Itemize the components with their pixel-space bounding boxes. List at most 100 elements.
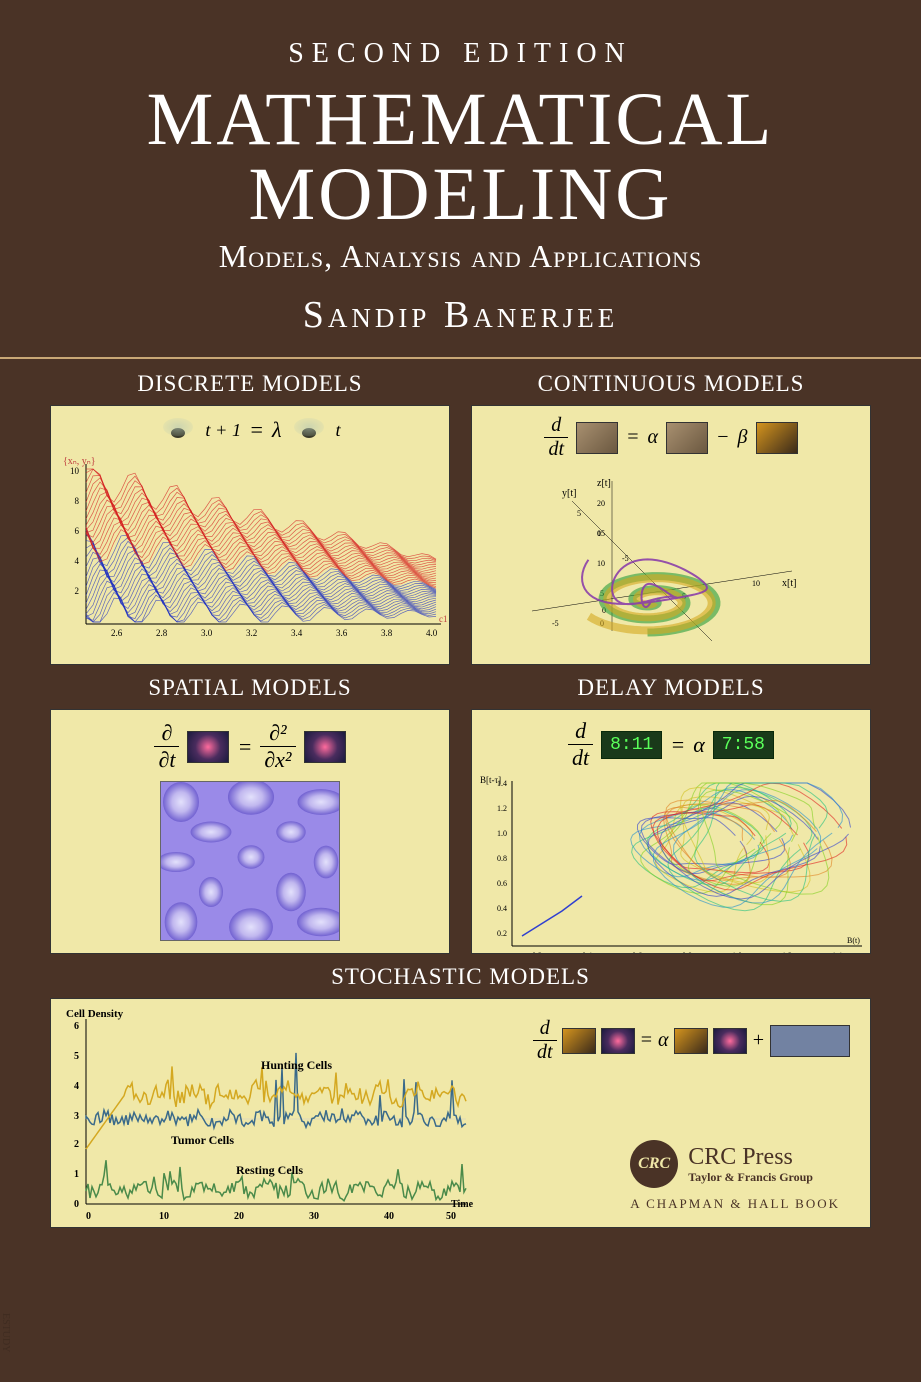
stochastic-equation: ddt = α + xyxy=(533,1017,850,1064)
subtitle-text: Models, Analysis and Applications xyxy=(0,238,921,275)
svg-text:y[t]: y[t] xyxy=(562,488,576,499)
divider-line xyxy=(0,357,921,359)
svg-text:1: 1 xyxy=(74,1169,79,1180)
svg-text:10: 10 xyxy=(159,1211,169,1222)
beta-c: β xyxy=(738,426,748,449)
alpha-c: α xyxy=(648,426,659,449)
svg-text:10: 10 xyxy=(70,466,80,476)
d-st: d xyxy=(533,1017,557,1041)
svg-text:0.8: 0.8 xyxy=(682,951,692,954)
svg-text:2.6: 2.6 xyxy=(111,628,123,638)
svg-text:2: 2 xyxy=(74,1139,79,1150)
d-num: d xyxy=(544,414,568,438)
eq-dl: = xyxy=(670,732,685,758)
svg-text:0.4: 0.4 xyxy=(582,951,592,954)
digital-time-1: 8:11 xyxy=(601,731,662,759)
eq-sign-c: = xyxy=(626,426,640,449)
svg-text:Cell Density: Cell Density xyxy=(66,1008,124,1020)
svg-text:10: 10 xyxy=(752,579,760,588)
svg-text:15: 15 xyxy=(597,529,605,538)
continuous-3d: x[t] y[t] z[t] -50510 50-5 05101520 xyxy=(472,461,871,661)
continuous-title: CONTINUOUS MODELS xyxy=(471,371,871,397)
svg-text:4.0: 4.0 xyxy=(426,628,438,638)
svg-text:0: 0 xyxy=(86,1211,91,1222)
lambda: λ xyxy=(272,417,282,443)
continuous-group: CONTINUOUS MODELS ddt = α − β x[t] y[t] xyxy=(471,371,871,665)
tiger-icon xyxy=(756,422,798,454)
svg-text:2.8: 2.8 xyxy=(156,628,168,638)
svg-text:0: 0 xyxy=(74,1199,79,1210)
fly-icon-2 xyxy=(290,416,328,444)
delay-chart: B[t-τ] 1.4 1.2 1.0 0.8 0.6 0.4 0.2 0.20.… xyxy=(472,771,871,954)
axis-label-yn: {xₙ, yₙ} xyxy=(63,456,96,467)
svg-text:1.2: 1.2 xyxy=(497,804,507,813)
stochastic-panel: Cell Density 6 5 4 3 2 1 0 0 10 20 30 40… xyxy=(50,998,871,1228)
tiger-icon-st xyxy=(562,1028,596,1054)
watermark: ESTUDY xyxy=(0,1313,11,1352)
stochastic-group: STOCHASTIC MODELS Cell Density 6 5 4 3 2… xyxy=(50,964,871,1228)
svg-text:3: 3 xyxy=(74,1111,79,1122)
delay-panel: ddt 8:11 = α 7:58 B[t-τ] 1.4 1.2 1.0 0.8… xyxy=(471,709,871,954)
svg-text:0.4: 0.4 xyxy=(497,904,507,913)
stochastic-title: STOCHASTIC MODELS xyxy=(50,964,871,990)
panels-grid: DISCRETE MODELS t + 1 = λ t {xₙ, yₙ} 10 … xyxy=(0,371,921,1238)
alpha-st: α xyxy=(658,1029,669,1052)
fly-icon xyxy=(159,416,197,444)
svg-text:3.4: 3.4 xyxy=(291,628,303,638)
svg-text:50: 50 xyxy=(446,1211,456,1222)
eq-sign: = xyxy=(249,417,264,443)
svg-text:2: 2 xyxy=(75,586,80,596)
svg-text:x[t]: x[t] xyxy=(782,578,796,589)
continuous-panel: ddt = α − β x[t] y[t] z[t] -50510 5 xyxy=(471,405,871,665)
svg-text:1.0: 1.0 xyxy=(732,951,742,954)
partial2-num: ∂² xyxy=(260,720,295,747)
svg-text:3.2: 3.2 xyxy=(246,628,257,638)
svg-text:c1: c1 xyxy=(439,614,448,624)
chapman-hall-text: A CHAPMAN & HALL BOOK xyxy=(630,1196,840,1212)
svg-text:0.6: 0.6 xyxy=(632,951,642,954)
book-title: MATHEMATICAL MODELING xyxy=(0,82,921,232)
d-num-dl: d xyxy=(568,718,593,745)
dt-st: dt xyxy=(533,1041,557,1064)
header: SECOND EDITION MATHEMATICAL MODELING Mod… xyxy=(0,0,921,337)
eq-st: = xyxy=(640,1029,654,1052)
discrete-equation: t + 1 = λ t xyxy=(51,416,449,444)
svg-text:Tumor Cells: Tumor Cells xyxy=(171,1133,234,1147)
discrete-chart: {xₙ, yₙ} 10 8 6 4 2 2.6 2.8 3.0 3.2 3.4 … xyxy=(51,444,450,649)
discrete-panel: t + 1 = λ t {xₙ, yₙ} 10 8 6 4 2 2.6 2.8 … xyxy=(50,405,450,665)
svg-text:3.0: 3.0 xyxy=(201,628,213,638)
minus-c: − xyxy=(716,426,730,449)
crc-circle-icon: CRC xyxy=(630,1140,678,1188)
author-name: Sandip Banerjee xyxy=(0,293,921,337)
alpha-dl: α xyxy=(693,732,705,758)
svg-text:B(t): B(t) xyxy=(847,936,860,945)
svg-text:3.6: 3.6 xyxy=(336,628,348,638)
svg-text:1.4: 1.4 xyxy=(832,951,842,954)
svg-text:4: 4 xyxy=(75,556,80,566)
svg-text:5: 5 xyxy=(74,1051,79,1062)
svg-text:40: 40 xyxy=(384,1211,394,1222)
partial-t: ∂t xyxy=(154,747,179,773)
svg-text:8: 8 xyxy=(75,496,80,506)
svg-text:1.2: 1.2 xyxy=(782,951,792,954)
brain-icon-st2 xyxy=(713,1028,747,1054)
discrete-title: DISCRETE MODELS xyxy=(50,371,450,397)
svg-text:10: 10 xyxy=(597,559,605,568)
spatial-pattern xyxy=(160,781,340,941)
svg-text:20: 20 xyxy=(234,1211,244,1222)
svg-text:0.6: 0.6 xyxy=(497,879,507,888)
sub-t2: t xyxy=(336,420,341,441)
svg-text:z[t]: z[t] xyxy=(597,478,611,489)
svg-text:1.4: 1.4 xyxy=(497,779,507,788)
tiger-icon-st2 xyxy=(674,1028,708,1054)
spatial-panel: ∂∂t = ∂²∂x² xyxy=(50,709,450,954)
svg-text:Resting Cells: Resting Cells xyxy=(236,1163,303,1177)
partial-x2: ∂x² xyxy=(260,747,295,773)
brain-icon-st xyxy=(601,1028,635,1054)
svg-text:1.0: 1.0 xyxy=(497,829,507,838)
noise-icon xyxy=(770,1025,850,1057)
stochastic-chart: Cell Density 6 5 4 3 2 1 0 0 10 20 30 40… xyxy=(51,999,481,1228)
svg-text:0.2: 0.2 xyxy=(497,929,507,938)
spatial-equation: ∂∂t = ∂²∂x² xyxy=(51,720,449,773)
crc-press-text: CRC Press xyxy=(688,1144,813,1170)
